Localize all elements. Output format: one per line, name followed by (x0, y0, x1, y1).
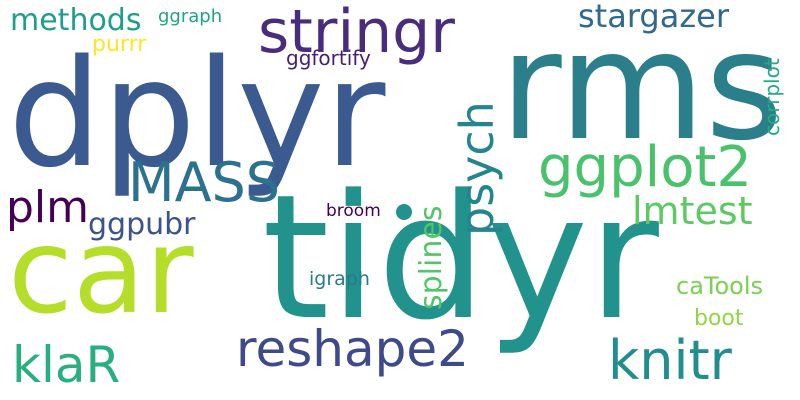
word-car: car (8, 202, 194, 340)
tidyr-i-dot (396, 204, 412, 220)
word-ggplot2: ggplot2 (538, 135, 753, 200)
word-boot: boot (694, 306, 744, 331)
word-mass: MASS (128, 151, 281, 214)
word-klar: klaR (12, 336, 121, 394)
word-knitr: knitr (608, 329, 732, 392)
word-ggfortify: ggfortify (286, 46, 371, 70)
word-plm: plm (6, 182, 90, 233)
word-methods: methods (10, 3, 142, 38)
word-psych: psych (450, 101, 504, 236)
word-ggpubr: ggpubr (88, 207, 196, 242)
word-purrr: purrr (92, 32, 147, 57)
word-broom: broom (326, 201, 381, 221)
word-splines: splines (414, 205, 449, 310)
word-stargazer: stargazer (578, 0, 729, 35)
word-igraph: igraph (309, 268, 370, 290)
word-stringr: stringr (258, 0, 455, 67)
word-reshape2: reshape2 (236, 320, 469, 378)
word-tidyr: tidyr (262, 157, 659, 358)
word-catools: caTools (676, 272, 764, 300)
word-rms: rms (500, 0, 784, 174)
word-ggraph: ggraph (158, 6, 223, 27)
word-corrplot: corrplot (760, 58, 784, 136)
word-lmtest: lmtest (632, 189, 753, 233)
word-dplyr: dplyr (8, 28, 386, 200)
